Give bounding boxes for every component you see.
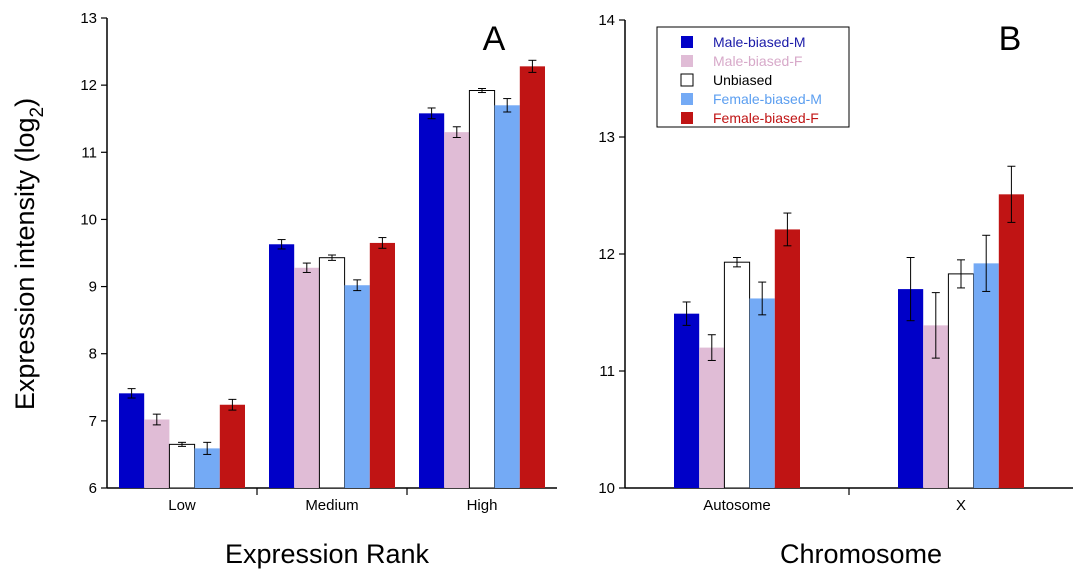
bar (723, 261, 751, 489)
bar (168, 443, 196, 489)
y-tick-label: 11 (81, 144, 97, 161)
y-tick-label: 7 (89, 413, 97, 430)
x-tick-label: Medium (305, 497, 358, 514)
bar (947, 273, 975, 489)
y-tick-label: 10 (80, 211, 97, 228)
y-axis-title: Expression intensity (log2) (10, 98, 48, 410)
y-tick-label: 9 (89, 279, 97, 296)
bar (494, 105, 520, 489)
y-tick-label: 12 (80, 77, 97, 94)
bar (194, 448, 220, 488)
legend-swatch (681, 112, 693, 124)
bar (519, 66, 545, 488)
x-tick-label: Autosome (703, 497, 771, 514)
y-tick-label: 10 (598, 480, 615, 497)
panel-b: 10 11 12 13 14 Autosome X (598, 12, 1073, 514)
legend: Male-biased-M Male-biased-F Unbiased Female… (656, 26, 850, 128)
bar (699, 347, 725, 488)
y-tick-label: 8 (89, 346, 97, 363)
x-tick-label: High (467, 497, 498, 514)
x-tick-label: X (956, 497, 966, 514)
bar (344, 285, 370, 488)
x-axis-title-b: Chromosome (780, 539, 942, 569)
panel-label-a: A (483, 20, 506, 58)
bar (119, 393, 145, 488)
legend-label: Male-biased-M (713, 34, 806, 50)
y-tick-label: 11 (599, 363, 615, 380)
y-tick-label: 13 (598, 129, 615, 146)
bar (774, 229, 800, 488)
legend-label: Unbiased (713, 72, 772, 88)
y-tick-label: 14 (598, 12, 615, 29)
y-tick-label: 6 (89, 480, 97, 497)
legend-label: Female-biased-F (713, 110, 819, 126)
x-axis-title-a: Expression Rank (225, 539, 430, 569)
bar (749, 298, 775, 488)
y-tick-label: 12 (598, 246, 615, 263)
bar (144, 419, 170, 488)
bar (369, 242, 395, 488)
legend-label: Female-biased-M (713, 91, 822, 107)
bar (444, 132, 470, 488)
legend-swatch (681, 93, 693, 105)
bar (419, 113, 445, 488)
legend-swatch (681, 36, 693, 48)
legend-swatch (681, 55, 693, 67)
bar (269, 244, 295, 488)
panel-a: 6 7 8 9 10 11 12 13 Low Medium High (80, 10, 557, 514)
bar (973, 263, 999, 488)
bar (294, 267, 320, 488)
bar (219, 404, 245, 488)
bar (674, 313, 700, 488)
x-tick-label: Low (168, 497, 196, 514)
bar (998, 194, 1024, 488)
bar (468, 90, 496, 489)
legend-swatch (680, 73, 694, 87)
legend-label: Male-biased-F (713, 53, 802, 69)
y-tick-label: 13 (80, 10, 97, 27)
bar (318, 257, 346, 489)
panel-label-b: B (999, 20, 1022, 58)
bar (898, 289, 924, 488)
